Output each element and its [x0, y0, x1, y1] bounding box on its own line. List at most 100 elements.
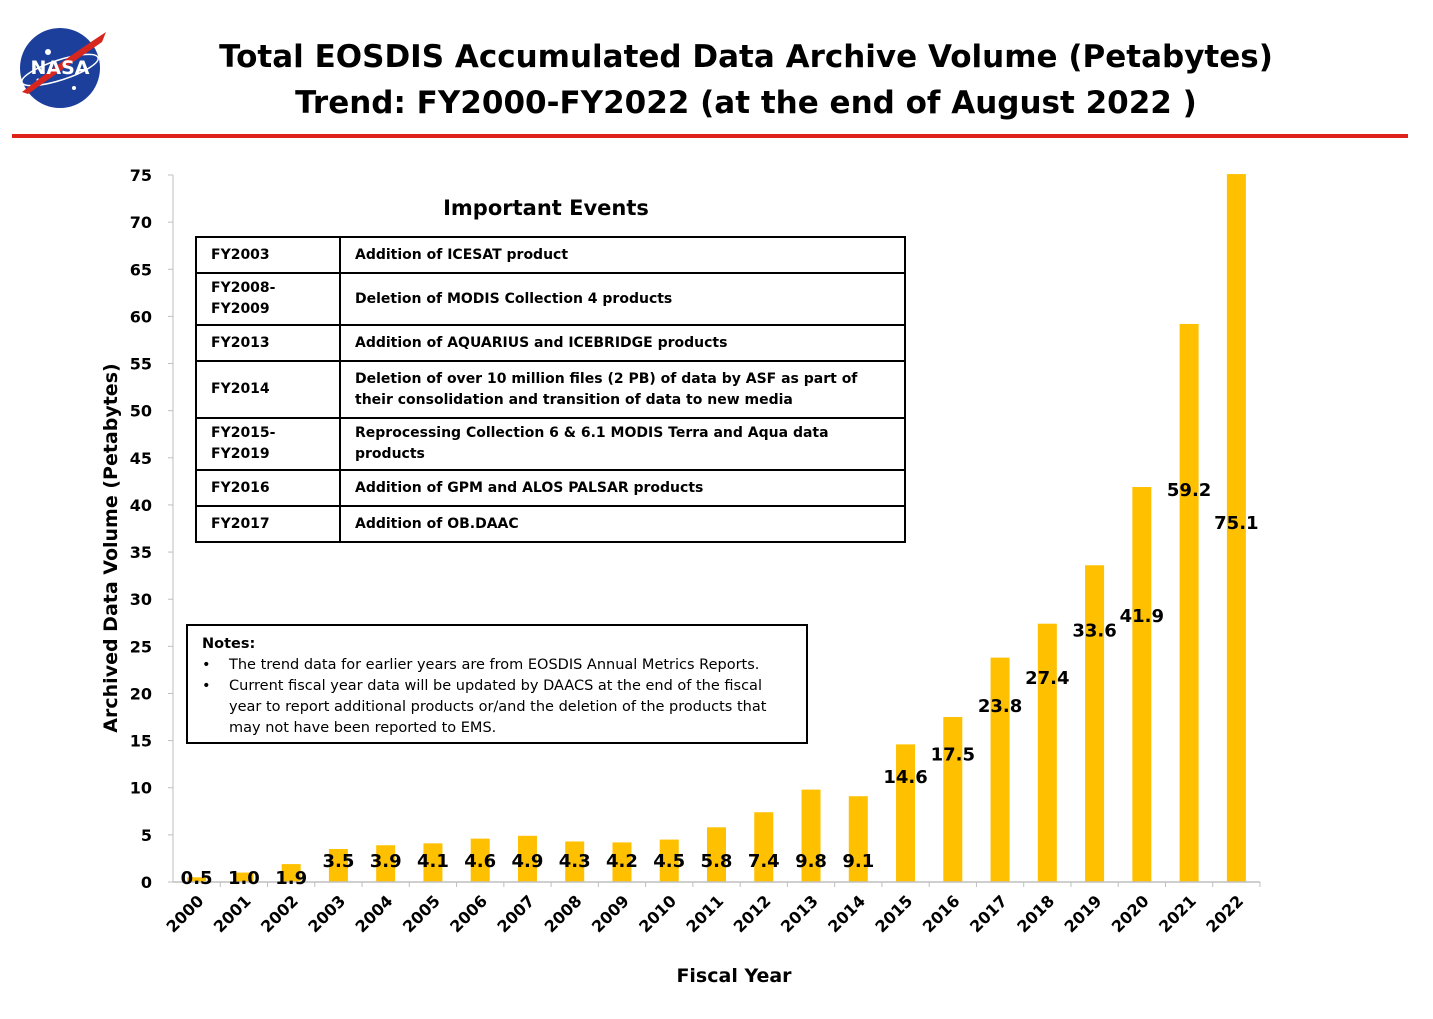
event-row: FY2017 Addition of OB.DAAC — [195, 505, 906, 543]
data-label-2012: 7.4 — [748, 851, 780, 872]
y-tick-label: 60 — [130, 307, 152, 326]
header-rule — [12, 134, 1408, 138]
event-description: Deletion of over 10 million files (2 PB)… — [339, 360, 906, 419]
x-tick-label: 2016 — [919, 891, 964, 936]
y-tick-label: 65 — [130, 260, 152, 279]
bar-2013 — [801, 789, 821, 882]
event-period: FY2008-FY2009 — [195, 272, 341, 326]
x-tick-label: 2018 — [1013, 891, 1058, 936]
event-period: FY2013 — [195, 324, 341, 362]
data-label-2011: 5.8 — [701, 851, 733, 872]
y-tick-label: 75 — [130, 166, 152, 185]
x-tick-label: 2012 — [730, 891, 775, 936]
event-row: FY2015-FY2019 Reprocessing Collection 6 &… — [195, 417, 906, 471]
data-label-2005: 4.1 — [417, 851, 449, 872]
notes-list: The trend data for earlier years are fro… — [202, 655, 792, 739]
bar-2006 — [470, 838, 490, 882]
data-labels: 0.5 1.0 1.9 3.5 3.9 4.1 4.6 4.9 4.3 4.2 4.5 5.8 7.4 9… — [181, 480, 1259, 889]
chart-title: Total EOSDIS Accumulated Data Archive Vo… — [140, 34, 1352, 126]
x-tick-label: 2014 — [824, 891, 869, 936]
y-tick-label: 25 — [130, 637, 152, 656]
event-row: FY2003 Addition of ICESAT product — [195, 236, 906, 274]
y-tick-label: 20 — [130, 684, 152, 703]
y-axis-label: Archived Data Volume (Petabytes) — [100, 363, 122, 732]
y-tick-label: 55 — [130, 355, 152, 374]
event-period: FY2017 — [195, 505, 341, 543]
data-label-2014: 9.1 — [842, 851, 874, 872]
bar-2009 — [612, 842, 632, 882]
nasa-logo-text: NASA — [31, 57, 90, 79]
bar-2004 — [376, 845, 396, 882]
data-label-2004: 3.9 — [370, 851, 402, 872]
y-tick-label: 0 — [141, 873, 152, 892]
note-item: The trend data for earlier years are fro… — [202, 655, 792, 676]
x-tick-label: 2001 — [210, 891, 255, 936]
event-row: FY2014 Deletion of over 10 million files … — [195, 360, 906, 419]
data-label-2021: 59.2 — [1167, 480, 1211, 501]
x-tick-label: 2004 — [352, 891, 397, 936]
data-label-2013: 9.8 — [795, 851, 827, 872]
data-label-2017: 23.8 — [978, 696, 1022, 717]
x-tick-label: 2017 — [966, 891, 1011, 936]
event-description: Addition of GPM and ALOS PALSAR products — [339, 469, 906, 507]
bar-2011 — [707, 827, 726, 882]
event-description: Addition of AQUARIUS and ICEBRIDGE produ… — [339, 324, 906, 362]
y-axis: 0 5 10 15 20 25 30 35 40 45 50 55 60 65 70 75 — [130, 166, 174, 892]
x-tick-label: 2000 — [163, 891, 208, 936]
event-period: FY2003 — [195, 236, 341, 274]
y-tick-label: 35 — [130, 543, 152, 562]
event-description: Deletion of MODIS Collection 4 products — [339, 272, 906, 326]
notes-heading: Notes: — [202, 636, 256, 652]
bar-2001 — [234, 872, 254, 882]
event-row: FY2016 Addition of GPM and ALOS PALSAR pr… — [195, 469, 906, 507]
x-tick-label: 2009 — [588, 891, 633, 936]
bar-2022 — [1226, 174, 1246, 883]
bar-2021 — [1179, 323, 1199, 882]
data-label-2022: 75.1 — [1214, 513, 1258, 534]
event-period: FY2014 — [195, 360, 341, 419]
x-tick-label: 2005 — [399, 891, 444, 936]
bar-2017 — [990, 657, 1010, 882]
data-label-2018: 27.4 — [1025, 668, 1069, 689]
data-label-2001: 1.0 — [228, 868, 260, 889]
bar-2002 — [281, 864, 301, 882]
x-tick-label: 2010 — [635, 891, 680, 936]
bar-2003 — [328, 849, 348, 882]
bar-2007 — [517, 835, 537, 882]
data-label-2003: 3.5 — [322, 851, 354, 872]
data-label-2010: 4.5 — [653, 851, 685, 872]
event-period: FY2016 — [195, 469, 341, 507]
y-tick-label: 30 — [130, 590, 152, 609]
bar-2020 — [1132, 487, 1152, 882]
data-label-2020: 41.9 — [1120, 606, 1164, 627]
x-tick-label: 2022 — [1202, 891, 1247, 936]
events-title: Important Events — [443, 196, 649, 220]
bar-2010 — [659, 839, 679, 882]
x-tick-label: 2021 — [1155, 891, 1200, 936]
data-label-2008: 4.3 — [559, 851, 591, 872]
bars — [187, 174, 1246, 883]
bar-2016 — [943, 717, 963, 882]
title-line-2: Trend: FY2000-FY2022 (at the end of Augu… — [295, 85, 1197, 121]
event-description: Reprocessing Collection 6 & 6.1 MODIS Te… — [339, 417, 906, 471]
y-tick-label: 15 — [130, 732, 152, 751]
data-label-2006: 4.6 — [464, 851, 496, 872]
x-axis: 2000 2001 2002 2003 2004 2005 2006 2007 2008 2009… — [163, 881, 1261, 936]
event-period: FY2015-FY2019 — [195, 417, 341, 471]
x-tick-label: 2011 — [682, 891, 727, 936]
bar-2019 — [1085, 565, 1105, 882]
x-tick-label: 2015 — [871, 891, 916, 936]
title-line-1: Total EOSDIS Accumulated Data Archive Vo… — [219, 39, 1273, 75]
y-tick-label: 50 — [130, 402, 152, 421]
data-label-2015: 14.6 — [883, 767, 927, 788]
bar-2015 — [896, 744, 916, 882]
x-tick-label: 2007 — [493, 891, 538, 936]
data-label-2007: 4.9 — [512, 851, 544, 872]
y-tick-label: 40 — [130, 496, 152, 515]
x-axis-label: Fiscal Year — [676, 965, 792, 987]
y-tick-label: 45 — [130, 449, 152, 468]
event-row: FY2008-FY2009 Deletion of MODIS Collectio… — [195, 272, 906, 326]
data-label-2009: 4.2 — [606, 851, 638, 872]
bar-2005 — [423, 843, 443, 882]
